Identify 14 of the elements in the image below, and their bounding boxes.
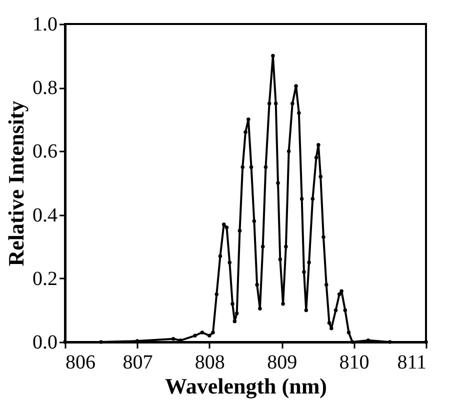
y-tick-label: 0.6	[32, 140, 58, 163]
y-tick-label: 1.0	[32, 14, 58, 36]
x-tick-label: 806	[66, 352, 96, 374]
y-tick-label: 0.0	[32, 332, 58, 354]
x-tick-label: 808	[194, 352, 225, 374]
x-axis-title: Wavelength (nm)	[165, 374, 327, 398]
y-tick-label: 0.4	[32, 204, 58, 226]
y-tick-label: 0.8	[32, 77, 58, 100]
x-tick-label: 810	[339, 352, 370, 374]
y-axis-title: Relative Intensity	[4, 100, 28, 266]
x-tick-label: 807	[122, 352, 153, 374]
x-tick-label: 809	[267, 352, 298, 374]
y-tick-label: 0.2	[32, 268, 58, 290]
x-tick-label: 811	[397, 352, 426, 374]
